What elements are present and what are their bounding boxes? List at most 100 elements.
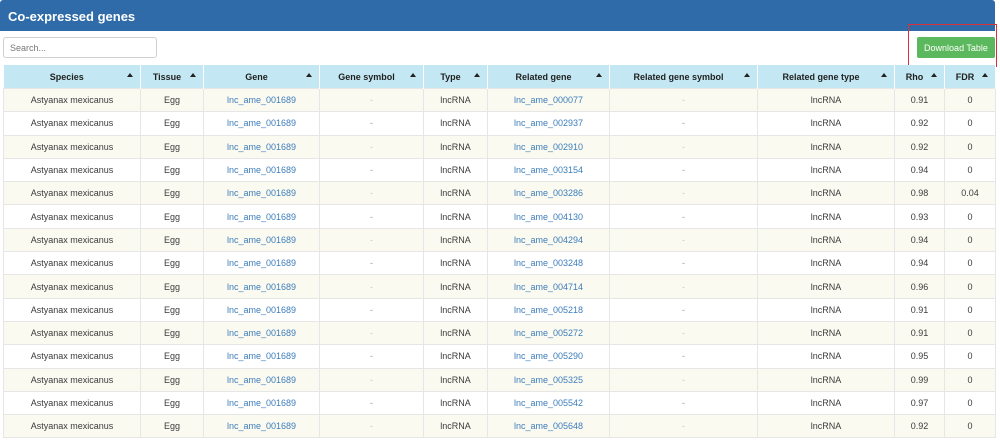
cell-type: lncRNA [423,274,488,299]
cell-related-gene-type: lncRNA [757,157,895,183]
sort-up-icon [596,73,602,77]
cell-related-gene[interactable]: lnc_ame_005325 [487,367,610,392]
column-header-related-gene-type[interactable]: Related gene type [757,65,895,89]
cell-related-gene-type: lncRNA [757,414,895,439]
cell-species: Astyanax mexicanus [3,227,141,253]
cell-gene[interactable]: lnc_ame_001689 [203,414,320,439]
cell-gene[interactable]: lnc_ame_001689 [203,157,320,183]
cell-fdr: 0 [944,390,996,416]
cell-related-gene-symbol: - [609,181,758,206]
table-row: Astyanax mexicanus Egg lnc_ame_001689- lncR… [3,157,996,183]
table-row: Astyanax mexicanus Egg lnc_ame_001689- lncR… [3,274,996,299]
cell-related-gene[interactable]: lnc_ame_003248 [487,251,610,276]
cell-gene[interactable]: lnc_ame_001689 [203,297,320,322]
column-header-fdr[interactable]: FDR [944,65,996,89]
sort-up-icon [474,73,480,77]
cell-tissue: Egg [140,87,204,113]
cell-related-gene-symbol: - [609,204,758,229]
cell-fdr: 0 [944,157,996,183]
cell-related-gene-symbol: - [609,344,758,369]
table-row: Astyanax mexicanus Egg lnc_ame_001689- lncR… [3,87,996,113]
cell-gene[interactable]: lnc_ame_001689 [203,87,320,113]
column-header-type[interactable]: Type [423,65,488,89]
column-header-gene[interactable]: Gene [203,65,320,89]
cell-related-gene-type: lncRNA [757,367,895,392]
cell-species: Astyanax mexicanus [3,157,141,183]
cell-gene-symbol: - [319,227,424,253]
cell-type: lncRNA [423,181,488,206]
cell-related-gene-type: lncRNA [757,111,895,136]
cell-related-gene[interactable]: lnc_ame_002937 [487,111,610,136]
cell-related-gene-symbol: - [609,367,758,392]
cell-gene[interactable]: lnc_ame_001689 [203,227,320,253]
cell-type: lncRNA [423,320,488,346]
cell-gene[interactable]: lnc_ame_001689 [203,134,320,159]
cell-gene[interactable]: lnc_ame_001689 [203,111,320,136]
search-input[interactable] [3,37,157,58]
cell-species: Astyanax mexicanus [3,367,141,392]
cell-related-gene[interactable]: lnc_ame_004714 [487,274,610,299]
cell-gene-symbol: - [319,111,424,136]
cell-rho: 0.91 [894,320,945,346]
cell-related-gene[interactable]: lnc_ame_003154 [487,157,610,183]
cell-gene[interactable]: lnc_ame_001689 [203,320,320,346]
column-header-tissue[interactable]: Tissue [140,65,204,89]
cell-species: Astyanax mexicanus [3,390,141,416]
cell-fdr: 0 [944,344,996,369]
cell-related-gene[interactable]: lnc_ame_005542 [487,390,610,416]
cell-related-gene[interactable]: lnc_ame_005272 [487,320,610,346]
cell-gene-symbol: - [319,204,424,229]
column-header-related-gene[interactable]: Related gene [487,65,610,89]
cell-related-gene[interactable]: lnc_ame_003286 [487,181,610,206]
cell-type: lncRNA [423,134,488,159]
cell-species: Astyanax mexicanus [3,344,141,369]
cell-gene[interactable]: lnc_ame_001689 [203,344,320,369]
cell-related-gene[interactable]: lnc_ame_004294 [487,227,610,253]
table-row: Astyanax mexicanus Egg lnc_ame_001689- lncR… [3,204,996,229]
column-header-species[interactable]: Species [3,65,141,89]
cell-tissue: Egg [140,390,204,416]
column-header-rho[interactable]: Rho [894,65,945,89]
sort-up-icon [127,73,133,77]
cell-type: lncRNA [423,367,488,392]
cell-related-gene[interactable]: lnc_ame_000077 [487,87,610,113]
cell-gene[interactable]: lnc_ame_001689 [203,251,320,276]
cell-rho: 0.96 [894,274,945,299]
cell-tissue: Egg [140,297,204,322]
cell-related-gene-symbol: - [609,414,758,439]
cell-rho: 0.94 [894,251,945,276]
cell-related-gene-symbol: - [609,297,758,322]
cell-rho: 0.91 [894,87,945,113]
cell-related-gene[interactable]: lnc_ame_005218 [487,297,610,322]
cell-gene[interactable]: lnc_ame_001689 [203,181,320,206]
cell-species: Astyanax mexicanus [3,204,141,229]
cell-gene-symbol: - [319,390,424,416]
cell-species: Astyanax mexicanus [3,414,141,439]
table-row: Astyanax mexicanus Egg lnc_ame_001689- lncR… [3,181,996,206]
cell-gene-symbol: - [319,414,424,439]
cell-related-gene[interactable]: lnc_ame_005648 [487,414,610,439]
cell-tissue: Egg [140,414,204,439]
cell-related-gene-symbol: - [609,274,758,299]
column-header-gene-symbol[interactable]: Gene symbol [319,65,424,89]
cell-fdr: 0 [944,251,996,276]
cell-related-gene[interactable]: lnc_ame_004130 [487,204,610,229]
cell-tissue: Egg [140,251,204,276]
cell-related-gene-type: lncRNA [757,134,895,159]
cell-gene-symbol: - [319,134,424,159]
cell-related-gene[interactable]: lnc_ame_005290 [487,344,610,369]
panel-header: Co-expressed genes [0,0,995,31]
cell-species: Astyanax mexicanus [3,297,141,322]
cell-gene[interactable]: lnc_ame_001689 [203,390,320,416]
cell-related-gene[interactable]: lnc_ame_002910 [487,134,610,159]
download-table-button[interactable]: Download Table [917,37,995,58]
cell-species: Astyanax mexicanus [3,87,141,113]
cell-related-gene-symbol: - [609,111,758,136]
cell-gene[interactable]: lnc_ame_001689 [203,367,320,392]
cell-rho: 0.94 [894,227,945,253]
cell-gene[interactable]: lnc_ame_001689 [203,204,320,229]
cell-gene[interactable]: lnc_ame_001689 [203,274,320,299]
cell-related-gene-symbol: - [609,87,758,113]
column-header-related-gene-symbol[interactable]: Related gene symbol [609,65,758,89]
table-row: Astyanax mexicanus Egg lnc_ame_001689- lncR… [3,320,996,346]
